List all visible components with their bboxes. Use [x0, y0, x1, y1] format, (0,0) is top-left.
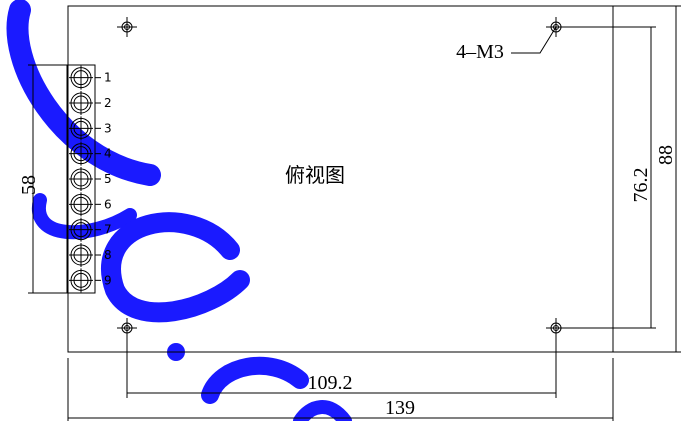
hole-label: 4–M3	[456, 41, 504, 63]
terminal-label: 2	[104, 96, 112, 110]
dim-109-2: 109.2	[308, 372, 353, 394]
dim-58: 58	[18, 175, 40, 195]
terminal-label: 4	[104, 147, 112, 161]
board-outline	[67, 5, 614, 353]
dim-76-2: 76.2	[630, 168, 652, 203]
terminal-label: 9	[104, 273, 112, 287]
dim-139: 139	[385, 397, 415, 419]
terminal-label: 7	[104, 223, 112, 237]
terminal-label: 6	[104, 197, 112, 211]
terminal-label: 3	[104, 121, 112, 135]
terminal-label: 5	[104, 172, 112, 186]
dimension-lines	[28, 5, 681, 421]
mount-holes	[117, 17, 566, 338]
terminal-label: 1	[104, 71, 112, 85]
terminal-label: 8	[104, 248, 112, 262]
dim-88: 88	[655, 145, 677, 165]
view-title: 俯视图	[285, 163, 345, 187]
terminal-block: 1 2 3 4 5 6 7 8 9	[66, 64, 112, 294]
